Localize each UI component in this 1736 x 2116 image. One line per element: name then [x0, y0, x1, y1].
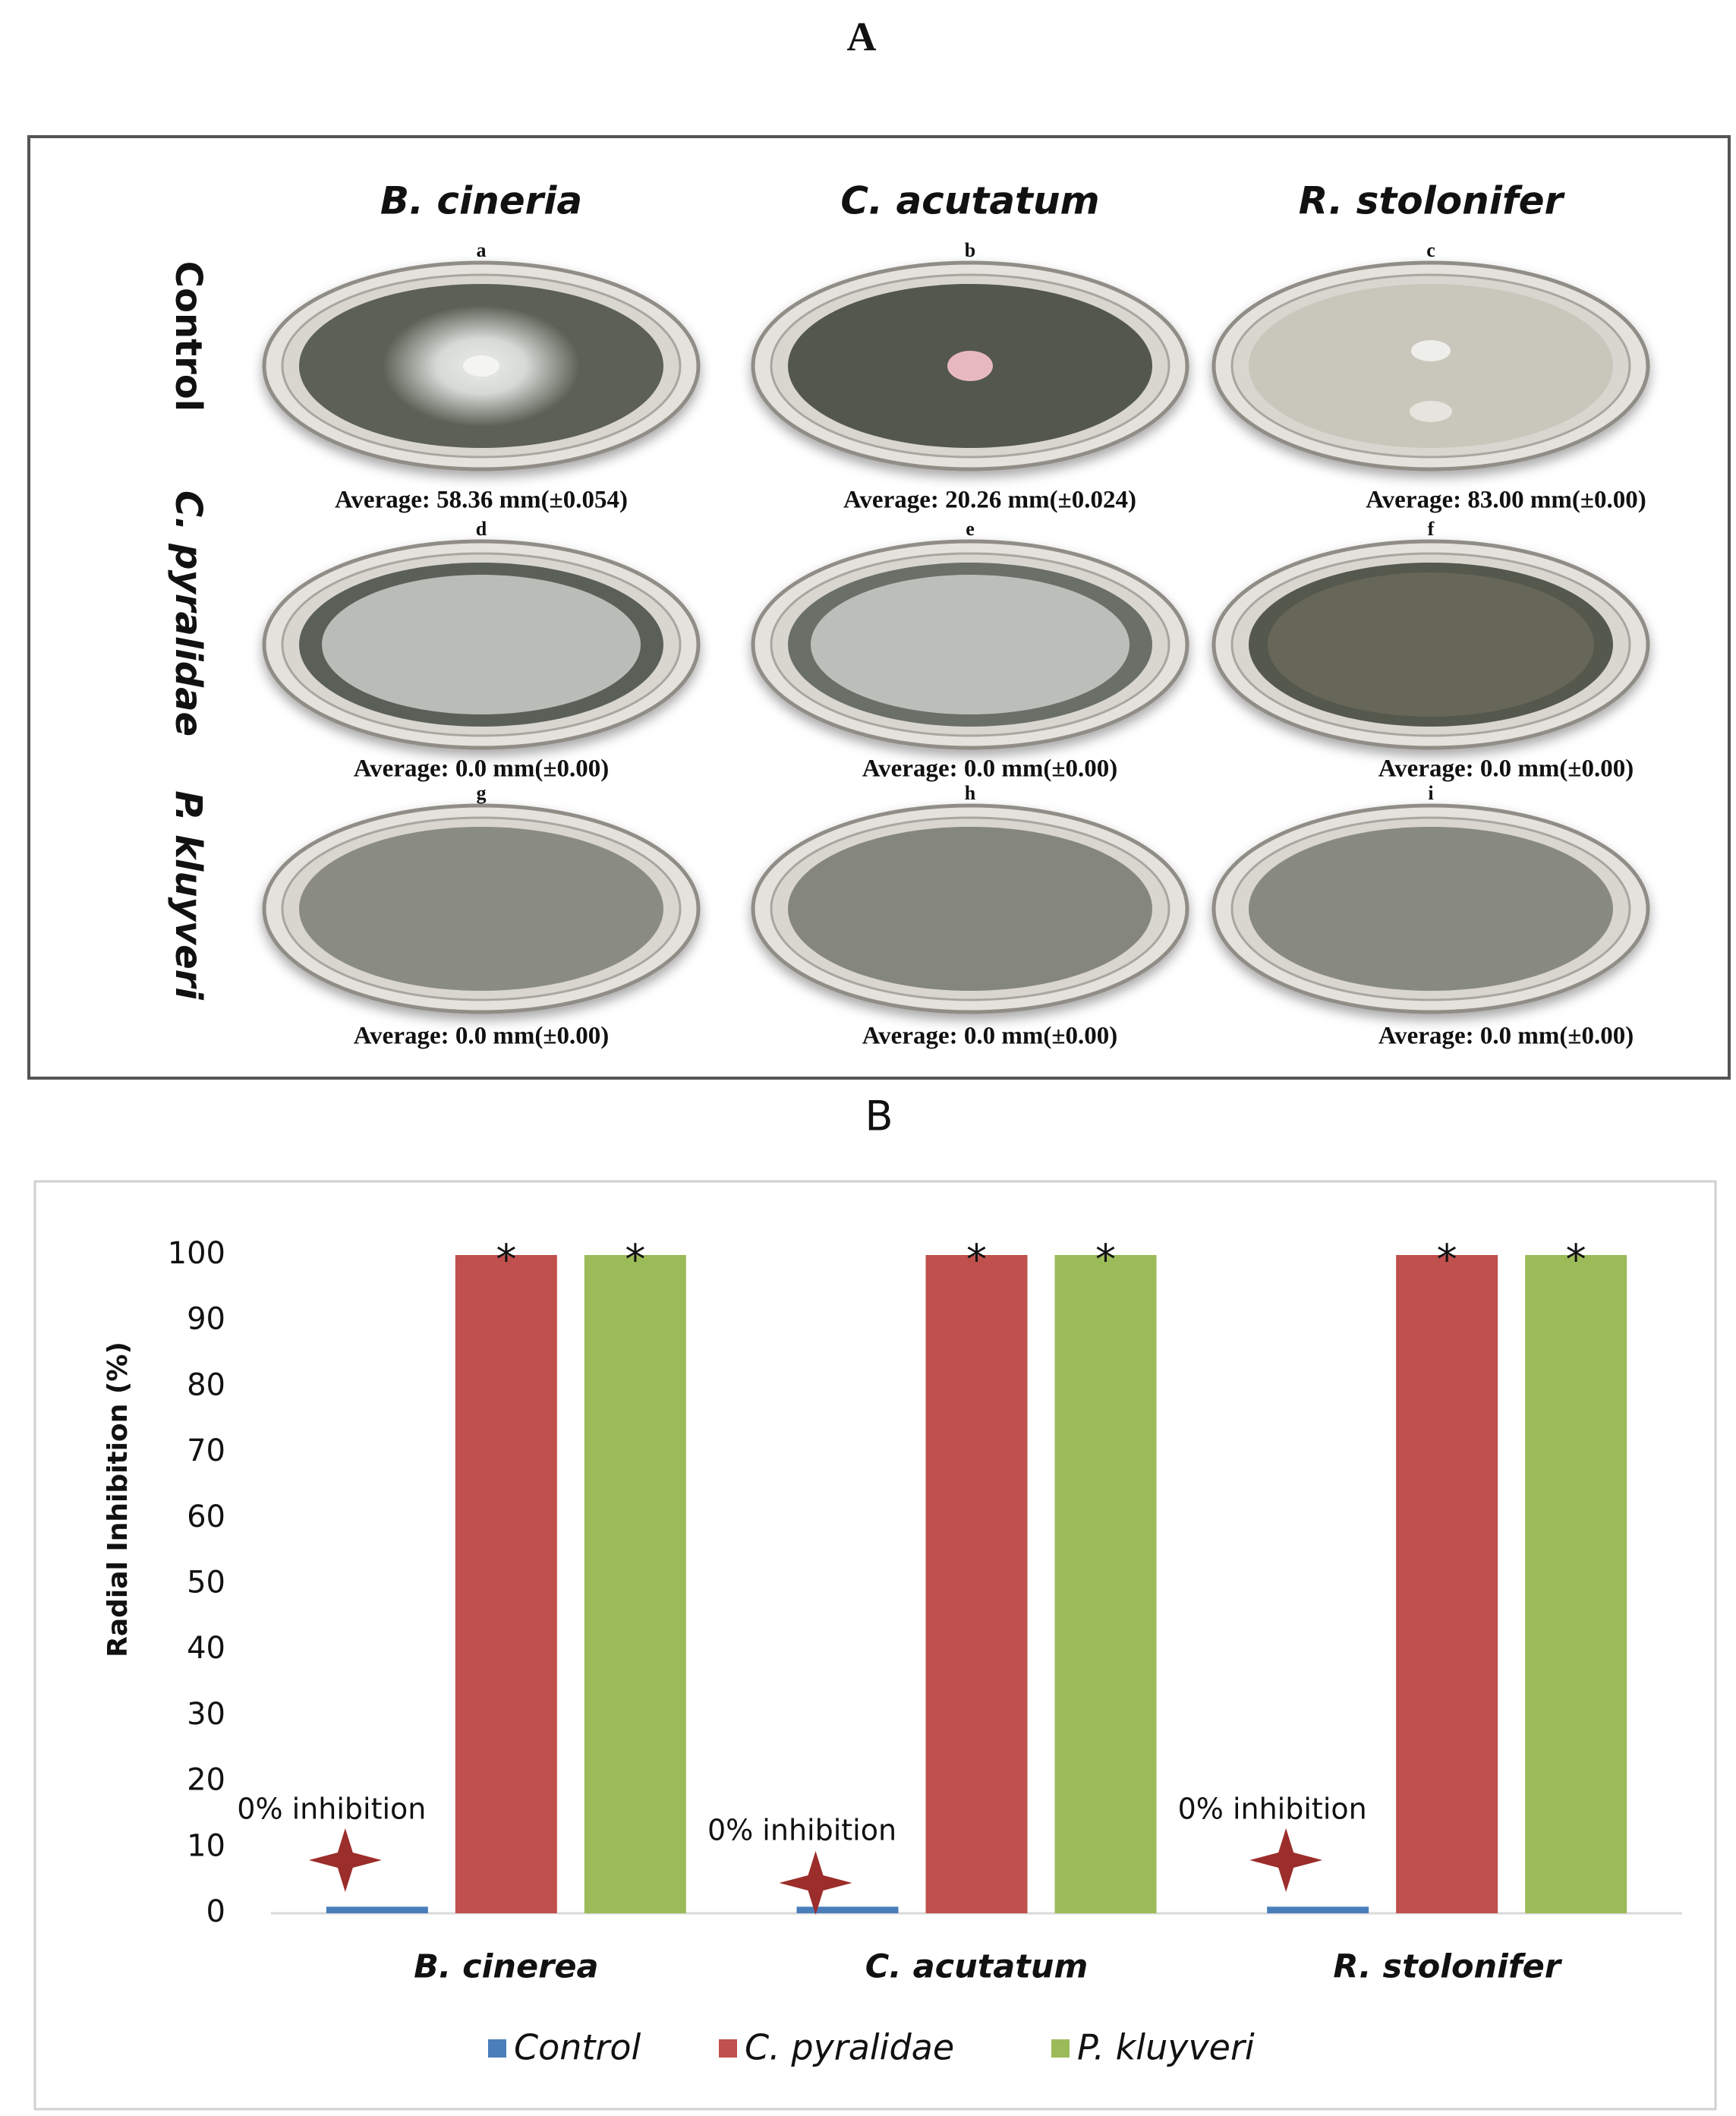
legend-label: P. kluyveri — [1077, 2027, 1255, 2068]
y-tick-label: 0 — [206, 1894, 225, 1929]
legend-swatch — [719, 2039, 737, 2058]
mycelium — [322, 575, 641, 714]
x-tick-label: B. cinerea — [414, 1948, 598, 1986]
column-header: B. cineria — [380, 179, 582, 223]
plate-average: Average: 0.0 mm(±0.00) — [1378, 755, 1634, 783]
y-axis-title: Radial Inhibition (%) — [102, 1342, 134, 1657]
plate-average: Average: 83.00 mm(±0.00) — [1366, 487, 1646, 514]
y-tick-label: 10 — [187, 1828, 225, 1863]
colony — [1410, 401, 1452, 422]
y-tick-label: 90 — [187, 1302, 225, 1337]
star-marker — [1249, 1828, 1323, 1892]
annotation: 0% inhibition — [707, 1814, 896, 1847]
plate-letter: b — [965, 239, 975, 261]
bar — [1525, 1255, 1627, 1913]
significance-marker: * — [496, 1236, 516, 1284]
plate-average: Average: 0.0 mm(±0.00) — [354, 755, 609, 783]
plates: a Average: 58.36 mm(±0.054) b Average: 20.2… — [262, 239, 1650, 1050]
y-tick-label: 40 — [187, 1631, 225, 1666]
panel-b-label: B — [865, 1093, 893, 1140]
column-header: R. stolonifer — [1299, 179, 1566, 223]
significance-marker: * — [625, 1236, 645, 1284]
row-label: C. pyralidae — [167, 490, 210, 736]
mycelium — [811, 575, 1130, 714]
significance-marker: * — [1095, 1236, 1116, 1284]
significance-marker: * — [966, 1236, 987, 1284]
star-marker — [779, 1851, 852, 1915]
mycelium — [1268, 572, 1594, 717]
colony — [463, 355, 499, 377]
plate-letter: i — [1428, 782, 1433, 804]
panel-a-label: A — [847, 14, 877, 59]
plate-letter: f — [1428, 518, 1435, 540]
bar — [796, 1906, 899, 1913]
plate-average: Average: 0.0 mm(±0.00) — [354, 1023, 609, 1050]
y-tick-label: 30 — [187, 1697, 225, 1732]
y-tick-label: 20 — [187, 1763, 225, 1798]
legend-swatch — [488, 2039, 506, 2058]
bar — [1267, 1906, 1369, 1913]
plate-average: Average: 20.26 mm(±0.024) — [843, 487, 1136, 514]
bar — [326, 1906, 428, 1913]
plate-medium — [1249, 827, 1613, 991]
plate-average: Average: 0.0 mm(±0.00) — [1378, 1023, 1634, 1050]
plate-medium — [299, 827, 663, 991]
plate-medium — [788, 827, 1152, 991]
plate-letter: h — [965, 782, 976, 804]
row-label: P. kluyveri — [167, 790, 210, 1000]
significance-marker: * — [1437, 1236, 1457, 1284]
plate-letter: a — [477, 239, 487, 261]
row-label: Control — [167, 261, 210, 412]
annotation: 0% inhibition — [1178, 1793, 1367, 1826]
x-tick-label: C. acutatum — [865, 1948, 1089, 1986]
bar — [925, 1255, 1028, 1913]
plate-average: Average: 58.36 mm(±0.054) — [335, 487, 628, 514]
plate-letter: d — [476, 518, 487, 540]
annotation: 0% inhibition — [237, 1793, 426, 1826]
y-tick-label: 60 — [187, 1499, 225, 1534]
bar — [1054, 1255, 1157, 1913]
significance-marker: * — [1566, 1236, 1586, 1284]
column-header: C. acutatum — [840, 179, 1099, 223]
legend-label: Control — [514, 2027, 641, 2068]
star-marker — [308, 1828, 382, 1892]
plate-average: Average: 0.0 mm(±0.00) — [862, 755, 1117, 783]
x-tick-label: R. stolonifer — [1333, 1948, 1562, 1986]
legend-swatch — [1051, 2039, 1070, 2058]
y-tick-label: 80 — [187, 1367, 225, 1402]
plate-letter: c — [1426, 239, 1435, 261]
colony — [1411, 340, 1451, 361]
y-tick-label: 100 — [168, 1236, 225, 1271]
y-tick-label: 70 — [187, 1433, 225, 1468]
plate-average: Average: 0.0 mm(±0.00) — [862, 1023, 1117, 1050]
bar — [584, 1255, 686, 1913]
plate-letter: g — [477, 782, 487, 804]
y-tick-label: 50 — [187, 1566, 225, 1600]
plate-letter: e — [966, 518, 975, 540]
legend-label: C. pyralidae — [745, 2027, 954, 2068]
colony — [947, 351, 993, 381]
plate-medium — [1249, 284, 1613, 448]
bar — [1396, 1255, 1498, 1913]
bar — [455, 1255, 557, 1913]
